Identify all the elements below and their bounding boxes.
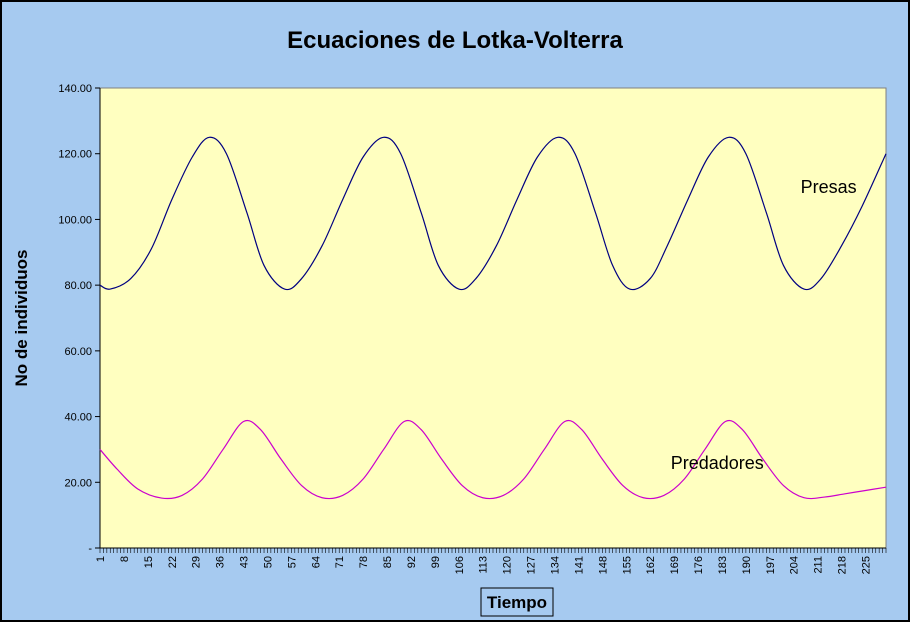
series-annotation: Predadores <box>671 453 764 473</box>
annotation-layer: Presas Predadores <box>671 177 857 473</box>
x-tick-label: 57 <box>286 556 298 568</box>
y-tick-label: 40.00 <box>64 412 92 424</box>
x-tick-label: 204 <box>789 556 801 574</box>
x-tick-label: 127 <box>526 556 538 574</box>
series-layer <box>99 136 887 500</box>
y-tick-label: - <box>88 543 92 555</box>
series-annotation: Presas <box>801 177 857 197</box>
x-tick-label: 15 <box>143 556 155 568</box>
x-tick-label: 148 <box>597 556 609 574</box>
x-tick-label: 36 <box>215 556 227 568</box>
x-tick-label: 1 <box>95 556 107 562</box>
chart-title: Ecuaciones de Lotka-Volterra <box>287 27 623 54</box>
y-tick-label: 60.00 <box>64 346 92 358</box>
x-tick-label: 92 <box>406 556 418 568</box>
x-tick-label: 78 <box>358 556 370 568</box>
x-tick-label: 141 <box>573 556 585 574</box>
x-tick-label: 106 <box>454 556 466 574</box>
x-tick-label: 99 <box>430 556 442 568</box>
y-tick-label: 20.00 <box>64 477 92 489</box>
x-axis: 1 8 15 22 29 36 43 50 57 64 71 78 85 92 99 106 113 120 127… <box>95 547 887 574</box>
x-tick-label: 190 <box>741 556 753 574</box>
x-tick-label: 71 <box>334 556 346 568</box>
y-axis: - 20.00 40.00 60.00 80.00 100.00 120.00 140.00 <box>58 83 101 555</box>
series-line-predadores <box>99 419 887 500</box>
x-tick-label: 176 <box>693 556 705 574</box>
x-axis-label: Tiempo <box>487 593 547 612</box>
x-tick-label: 197 <box>765 556 777 574</box>
x-tick-label: 218 <box>837 556 849 574</box>
x-tick-label: 169 <box>669 556 681 574</box>
x-tick-label: 155 <box>621 556 633 574</box>
x-tick-label: 134 <box>550 556 562 574</box>
x-tick-label: 8 <box>119 556 131 562</box>
plot-area <box>99 87 887 549</box>
series-line-presas <box>99 136 887 291</box>
y-tick-label: 100.00 <box>58 214 92 226</box>
x-tick-label: 43 <box>239 556 251 568</box>
y-tick-label: 80.00 <box>64 280 92 292</box>
x-tick-label: 225 <box>860 556 872 574</box>
x-tick-label: 85 <box>382 556 394 568</box>
x-tick-label: 22 <box>167 556 179 568</box>
x-tick-label: 64 <box>310 556 322 568</box>
y-tick-label: 120.00 <box>58 149 92 161</box>
x-tick-label: 162 <box>645 556 657 574</box>
x-tick-label: 113 <box>478 556 490 574</box>
x-tick-label: 29 <box>191 556 203 568</box>
x-axis-label-box <box>480 587 554 617</box>
x-tick-label: 183 <box>717 556 729 574</box>
x-tick-label: 211 <box>813 556 825 574</box>
x-tick-label: 120 <box>502 556 514 574</box>
x-tick-label: 50 <box>262 556 274 568</box>
y-axis-label: No de individuos <box>12 250 31 387</box>
y-tick-label: 140.00 <box>58 83 92 95</box>
